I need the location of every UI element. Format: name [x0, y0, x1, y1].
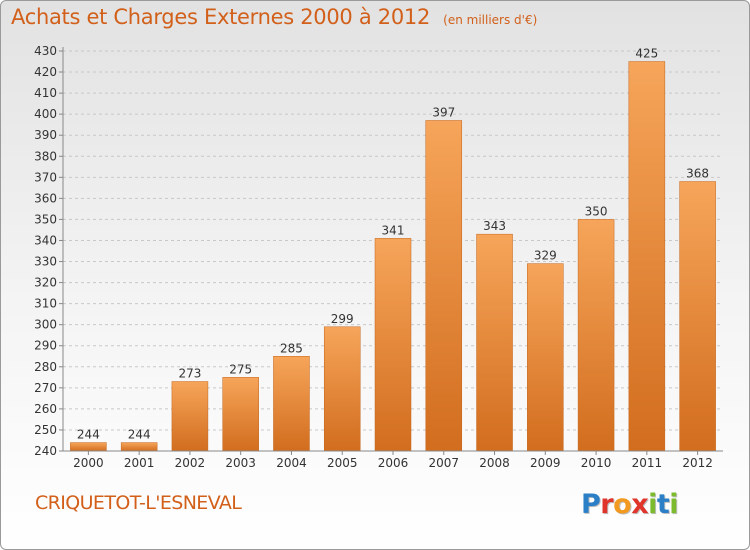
data-label-2003: 275: [229, 362, 252, 376]
x-tick-label: 2008: [479, 456, 510, 470]
y-tick-label: 250: [34, 423, 57, 437]
chart-subtitle: (en milliers d'€): [443, 13, 538, 27]
logo-letter: x: [631, 489, 649, 520]
bar-2007: [425, 120, 463, 452]
bar-2010: [577, 219, 615, 452]
data-label-2009: 329: [534, 249, 557, 263]
x-tick-label: 2009: [530, 456, 561, 470]
bar-2002: [171, 381, 209, 452]
bar-2006: [374, 238, 412, 452]
bar-2001: [120, 442, 158, 452]
y-tick-label: 370: [34, 170, 57, 184]
y-tick-label: 380: [34, 149, 57, 163]
logo-letter: t: [656, 489, 670, 520]
y-tick-label: 280: [34, 360, 57, 374]
x-tick-label: 2001: [124, 456, 155, 470]
title-row: Achats et Charges Externes 2000 à 2012 (…: [11, 5, 537, 29]
bars: 244 244 273 275 285 299 341 397 343 329 350 425 368: [70, 47, 716, 452]
y-tick-label: 300: [34, 318, 57, 332]
y-tick-label: 270: [34, 381, 57, 395]
data-label-2002: 273: [178, 367, 201, 381]
y-tick-label: 320: [34, 276, 57, 290]
x-tick-label: 2007: [428, 456, 459, 470]
data-label-2011: 425: [635, 47, 658, 61]
logo-letter: P: [581, 489, 601, 520]
y-tick-label: 430: [34, 44, 57, 58]
bar-2011: [628, 61, 666, 452]
x-tick-label: 2006: [378, 456, 409, 470]
bar-2003: [222, 377, 259, 452]
logo-letter: o: [613, 489, 632, 520]
x-tick-label: 2000: [73, 456, 104, 470]
data-label-2005: 299: [331, 312, 354, 326]
data-label-2004: 285: [280, 341, 303, 355]
y-tick-label: 390: [34, 128, 57, 142]
logo-letter: i: [669, 489, 679, 520]
logo-letter: i: [648, 489, 657, 520]
y-tick-label: 420: [34, 65, 57, 79]
x-axis: 2000 2001 2002 2003 2004 2005 2006 2007 2008 2009…: [63, 450, 723, 470]
data-label-2001: 244: [128, 428, 151, 442]
x-tick-label: 2012: [682, 456, 713, 470]
logo-letter: r: [600, 489, 614, 520]
y-tick-label: 290: [34, 339, 57, 353]
town-name: CRIQUETOT-L'ESNEVAL: [35, 492, 242, 514]
y-tick-label: 330: [34, 255, 57, 269]
x-tick-label: 2005: [327, 456, 358, 470]
y-tick-label: 350: [34, 212, 57, 226]
y-tick-label: 260: [34, 402, 57, 416]
data-label-2007: 397: [432, 105, 455, 119]
bar-2009: [527, 263, 564, 452]
data-label-2006: 341: [382, 223, 405, 237]
y-tick-label: 340: [34, 233, 57, 247]
x-tick-label: 2010: [581, 456, 612, 470]
data-label-2008: 343: [483, 219, 506, 233]
x-tick-label: 2003: [225, 456, 256, 470]
proxiti-logo: Proxiti: [581, 489, 679, 520]
y-tick-label: 410: [34, 86, 57, 100]
y-axis: 240 250 260 270 280 290 300 310 320 330 340 350 360 3…: [34, 44, 64, 458]
chart-title: Achats et Charges Externes 2000 à 2012: [11, 5, 431, 29]
bar-2005: [323, 326, 361, 452]
data-label-2012: 368: [686, 167, 709, 181]
bar-2012: [679, 181, 716, 452]
bar-2008: [476, 233, 513, 452]
x-tick-label: 2002: [175, 456, 206, 470]
x-tick-label: 2004: [276, 456, 307, 470]
y-tick-label: 240: [34, 444, 57, 458]
y-tick-label: 360: [34, 191, 57, 205]
y-tick-label: 400: [34, 107, 57, 121]
data-label-2000: 244: [77, 428, 100, 442]
bar-2004: [273, 356, 310, 452]
x-tick-label: 2011: [632, 456, 663, 470]
y-tick-label: 310: [34, 297, 57, 311]
data-label-2010: 350: [585, 204, 608, 218]
bar-2000: [70, 442, 107, 452]
